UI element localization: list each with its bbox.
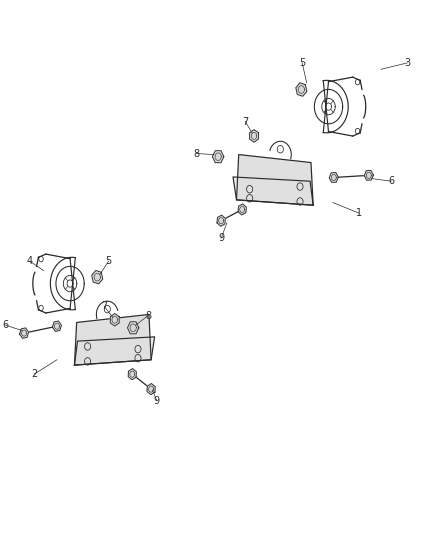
Text: 1: 1 xyxy=(356,208,362,218)
Polygon shape xyxy=(250,130,258,142)
Polygon shape xyxy=(74,337,155,365)
Text: 8: 8 xyxy=(145,311,151,320)
Text: 6: 6 xyxy=(2,320,8,330)
Polygon shape xyxy=(237,155,313,205)
Polygon shape xyxy=(128,369,136,379)
Polygon shape xyxy=(238,204,247,215)
Text: 2: 2 xyxy=(31,369,37,379)
Polygon shape xyxy=(147,384,155,394)
Text: 4: 4 xyxy=(27,256,33,266)
Polygon shape xyxy=(329,173,338,182)
Text: 7: 7 xyxy=(242,117,248,126)
Polygon shape xyxy=(217,215,226,226)
Polygon shape xyxy=(110,313,119,326)
Polygon shape xyxy=(364,171,373,180)
Text: 9: 9 xyxy=(218,233,224,243)
Text: 3: 3 xyxy=(404,58,410,68)
Text: 6: 6 xyxy=(388,176,394,186)
Polygon shape xyxy=(20,328,28,338)
Polygon shape xyxy=(296,83,307,96)
Polygon shape xyxy=(74,314,151,365)
Text: 8: 8 xyxy=(193,149,199,158)
Text: 7: 7 xyxy=(101,302,107,311)
Polygon shape xyxy=(53,321,61,332)
Polygon shape xyxy=(233,177,313,205)
Polygon shape xyxy=(127,322,139,334)
Text: 5: 5 xyxy=(299,58,305,68)
Text: 5: 5 xyxy=(106,256,112,266)
Polygon shape xyxy=(212,151,224,163)
Text: 9: 9 xyxy=(154,396,160,406)
Polygon shape xyxy=(92,270,103,284)
